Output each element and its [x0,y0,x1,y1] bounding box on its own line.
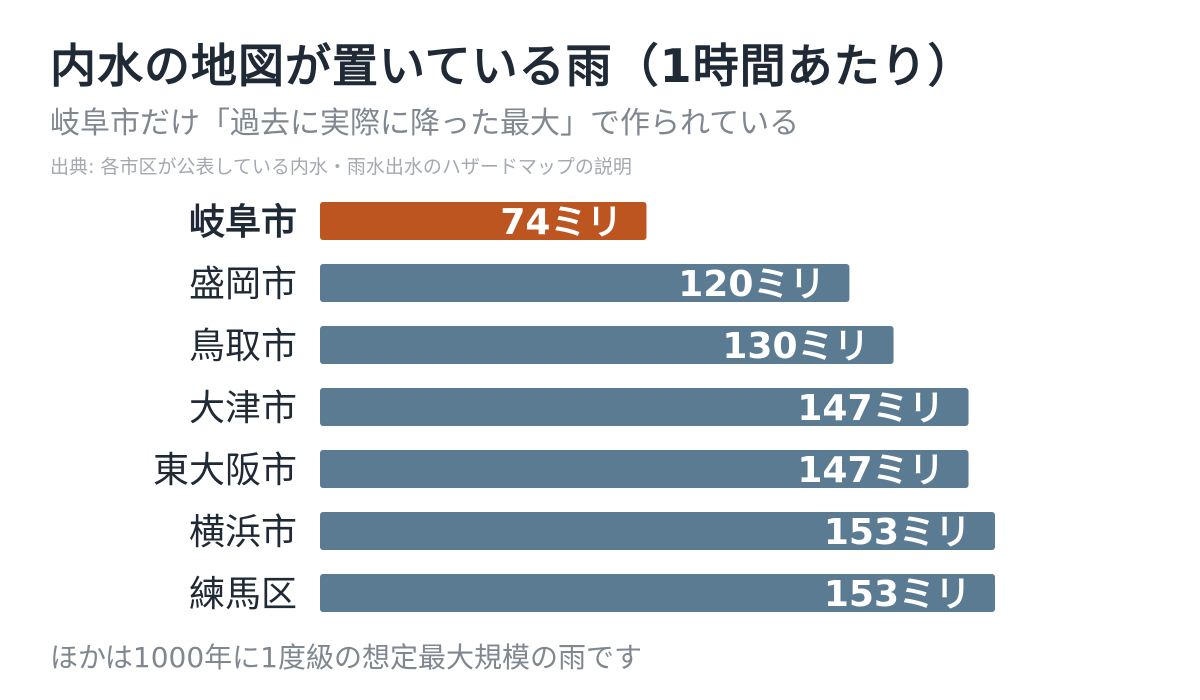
value-label-2: 130ミリ [722,326,869,367]
bar-0 [320,202,647,240]
category-label-6: 練馬区 [189,574,297,615]
bar-5 [320,512,995,550]
value-label-1: 120ミリ [678,264,825,305]
bar-3 [320,388,969,426]
value-label-3: 147ミリ [797,388,944,429]
chart-title: 内水の地図が置いている雨（1時間あたり） [50,39,975,93]
category-label-5: 横浜市 [189,512,297,553]
chart-subtitle: 岐阜市だけ「過去に実際に降った最大」で作られている [50,106,800,141]
category-label-4: 東大阪市 [153,450,297,491]
bar-1 [320,264,850,302]
value-label-0: 74ミリ [500,202,622,243]
source-note: 出典: 各市区が公表している内水・雨水出水のハザードマップの説明 [50,156,632,178]
value-label-5: 153ミリ [824,512,971,553]
category-label-2: 鳥取市 [189,326,297,367]
bar-4 [320,450,969,488]
footnote: ほかは1000年に1度級の想定最大規模の雨です [50,641,642,674]
value-label-4: 147ミリ [797,450,944,491]
category-label-3: 大津市 [189,388,297,429]
bar-2 [320,326,894,364]
bar-6 [320,574,995,612]
category-label-0: 岐阜市 [189,202,297,243]
category-label-1: 盛岡市 [189,264,297,305]
value-label-6: 153ミリ [824,574,971,615]
